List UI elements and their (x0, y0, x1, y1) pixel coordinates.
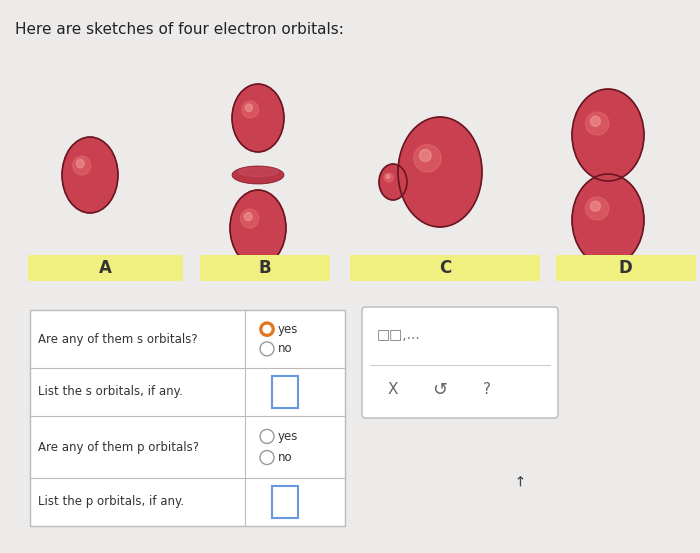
Text: Are any of them s orbitals?: Are any of them s orbitals? (38, 332, 197, 346)
Text: no: no (278, 342, 293, 356)
Ellipse shape (384, 173, 393, 182)
Ellipse shape (241, 209, 259, 228)
FancyBboxPatch shape (200, 255, 330, 281)
Ellipse shape (585, 112, 609, 135)
Ellipse shape (232, 84, 284, 152)
Text: ?: ? (483, 383, 491, 398)
Text: D: D (618, 259, 632, 277)
Circle shape (260, 342, 274, 356)
Ellipse shape (232, 166, 284, 184)
Ellipse shape (62, 137, 118, 213)
Text: List the s orbitals, if any.: List the s orbitals, if any. (38, 385, 183, 399)
Ellipse shape (230, 190, 286, 266)
Ellipse shape (244, 212, 252, 221)
Text: yes: yes (278, 430, 298, 443)
Ellipse shape (585, 197, 609, 220)
Ellipse shape (572, 89, 644, 181)
Text: Here are sketches of four electron orbitals:: Here are sketches of four electron orbit… (15, 22, 344, 37)
Circle shape (263, 325, 271, 333)
Ellipse shape (76, 159, 84, 168)
FancyBboxPatch shape (272, 376, 298, 408)
Circle shape (260, 322, 274, 336)
Text: C: C (439, 259, 451, 277)
FancyBboxPatch shape (272, 486, 298, 518)
FancyBboxPatch shape (30, 310, 345, 526)
Ellipse shape (238, 168, 278, 176)
FancyBboxPatch shape (28, 255, 183, 281)
FancyBboxPatch shape (350, 255, 540, 281)
Text: B: B (259, 259, 272, 277)
Ellipse shape (419, 149, 431, 161)
Text: □□,...: □□,... (377, 328, 421, 342)
Text: A: A (99, 259, 111, 277)
FancyBboxPatch shape (556, 255, 696, 281)
Ellipse shape (241, 101, 258, 118)
Ellipse shape (386, 175, 390, 179)
Text: ↺: ↺ (433, 381, 447, 399)
Text: X: X (388, 383, 398, 398)
Text: Are any of them p orbitals?: Are any of them p orbitals? (38, 441, 199, 453)
Ellipse shape (414, 144, 441, 172)
Ellipse shape (590, 116, 601, 126)
Ellipse shape (590, 201, 601, 211)
Text: ↖: ↖ (510, 473, 528, 491)
Ellipse shape (572, 174, 644, 266)
Text: yes: yes (278, 322, 298, 336)
Text: no: no (278, 451, 293, 464)
Text: List the p orbitals, if any.: List the p orbitals, if any. (38, 495, 184, 509)
Ellipse shape (73, 156, 91, 175)
Ellipse shape (398, 117, 482, 227)
Ellipse shape (245, 104, 253, 112)
Ellipse shape (379, 164, 407, 200)
Circle shape (260, 430, 274, 444)
FancyBboxPatch shape (362, 307, 558, 418)
Circle shape (260, 451, 274, 465)
